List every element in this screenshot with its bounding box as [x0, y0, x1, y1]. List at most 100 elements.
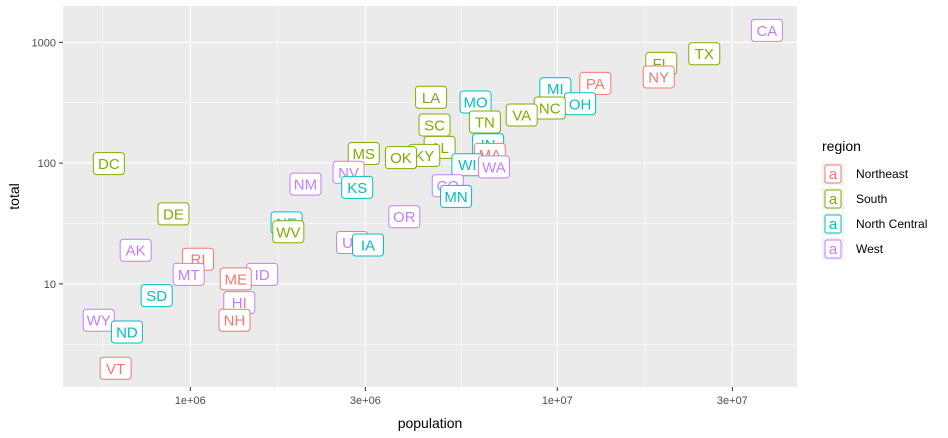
data-label-ok: OK — [384, 146, 417, 170]
label-text: VT — [106, 361, 125, 378]
label-box — [505, 103, 538, 127]
label-text: AK — [126, 243, 146, 260]
label-text: DC — [98, 156, 120, 173]
label-text: ME — [224, 271, 247, 288]
y-tick-label: 1000 — [32, 37, 56, 49]
legend-key-box — [824, 239, 842, 259]
data-label-mi: MI — [539, 77, 572, 101]
x-axis-title: population — [398, 415, 463, 431]
label-text: MI — [547, 81, 564, 98]
x-tick-label: 1e+06 — [175, 395, 206, 407]
label-box — [750, 18, 783, 42]
label-text: VA — [512, 108, 531, 125]
label-text: IA — [361, 237, 375, 254]
legend: region a Northeast a South a North Central a We… — [822, 138, 927, 260]
label-box — [218, 308, 251, 332]
data-label-vt: VT — [99, 356, 132, 380]
data-label-dc: DC — [92, 152, 125, 176]
data-labels: CATXFLNYPAMIOHNCVAMOLASCTNALINMAKYMSOKWI… — [82, 18, 783, 380]
label-text: NH — [224, 313, 246, 330]
legend-label: North Central — [856, 217, 927, 231]
legend-key-box — [824, 164, 842, 184]
label-text: KS — [347, 180, 367, 197]
label-text: SC — [424, 117, 445, 134]
label-text: LA — [422, 90, 440, 107]
label-box — [157, 202, 190, 226]
data-label-nm: NM — [289, 172, 322, 196]
label-box — [272, 220, 305, 244]
legend-item-west: a West — [822, 238, 884, 260]
legend-label: South — [856, 192, 887, 206]
x-tick-label: 3e+07 — [717, 395, 748, 407]
legend-key-glyph: a — [829, 166, 838, 183]
y-tick-label: 10 — [44, 279, 56, 291]
label-box — [110, 320, 143, 344]
legend-key-glyph: a — [829, 241, 838, 258]
label-box — [119, 238, 152, 262]
data-label-wi: WI — [451, 153, 484, 177]
data-label-sd: SD — [140, 284, 173, 308]
label-text: DE — [163, 206, 184, 223]
data-label-nh: NH — [218, 308, 251, 332]
label-box — [388, 205, 421, 229]
data-label-tn: TN — [468, 110, 501, 134]
label-box — [477, 155, 510, 179]
label-text: OH — [569, 96, 592, 113]
label-text: MO — [464, 94, 488, 111]
data-label-wa: WA — [477, 155, 510, 179]
label-box — [92, 152, 125, 176]
label-text: HI — [232, 295, 247, 312]
data-label-oh: OH — [564, 92, 597, 116]
label-text: TN — [475, 115, 495, 132]
label-text: CA — [756, 23, 777, 40]
data-label-ny: NY — [642, 65, 675, 89]
label-text: NC — [539, 101, 561, 118]
label-text: WA — [482, 159, 506, 176]
label-box — [642, 65, 675, 89]
y-axis-title: total — [6, 183, 22, 209]
label-box — [289, 172, 322, 196]
y-tick-label: 100 — [38, 158, 56, 170]
data-label-sc: SC — [418, 113, 451, 137]
data-label-mo: MO — [459, 90, 492, 114]
legend-key-glyph: a — [829, 191, 838, 208]
label-text: ID — [255, 267, 270, 284]
label-box — [219, 267, 252, 291]
legend-item-south: a South — [822, 188, 887, 210]
data-label-ak: AK — [119, 238, 152, 262]
x-tick-label: 1e+07 — [542, 395, 573, 407]
label-box — [415, 85, 448, 109]
data-label-la: LA — [415, 85, 448, 109]
label-box — [140, 284, 173, 308]
label-text: MS — [353, 146, 376, 163]
data-label-ks: KS — [341, 175, 374, 199]
legend-key-box — [824, 214, 842, 234]
data-label-id: ID — [246, 262, 279, 286]
data-label-mt: MT — [172, 262, 205, 286]
plot-panel — [63, 6, 797, 387]
label-box — [352, 233, 385, 257]
label-text: ND — [116, 324, 138, 341]
label-text: NM — [294, 177, 317, 194]
legend-label: Northeast — [856, 167, 909, 181]
label-box — [440, 184, 473, 208]
legend-title: region — [822, 138, 861, 154]
label-text: KY — [414, 148, 434, 165]
label-text: SD — [146, 288, 167, 305]
data-label-nc: NC — [533, 96, 566, 120]
y-axis: 10 100 1000 — [32, 37, 63, 291]
legend-key-box — [824, 189, 842, 209]
label-text: MT — [178, 267, 200, 284]
legend-label: West — [856, 242, 884, 256]
label-text: MN — [444, 189, 467, 206]
data-label-ca: CA — [750, 18, 783, 42]
data-label-nd: ND — [110, 320, 143, 344]
data-label-de: DE — [157, 202, 190, 226]
data-label-or: OR — [388, 205, 421, 229]
x-tick-label: 3e+06 — [350, 395, 381, 407]
label-box — [688, 42, 721, 66]
label-box — [99, 356, 132, 380]
label-text: NY — [648, 69, 669, 86]
data-label-wy: WY — [82, 308, 115, 332]
label-text: TX — [695, 46, 714, 63]
